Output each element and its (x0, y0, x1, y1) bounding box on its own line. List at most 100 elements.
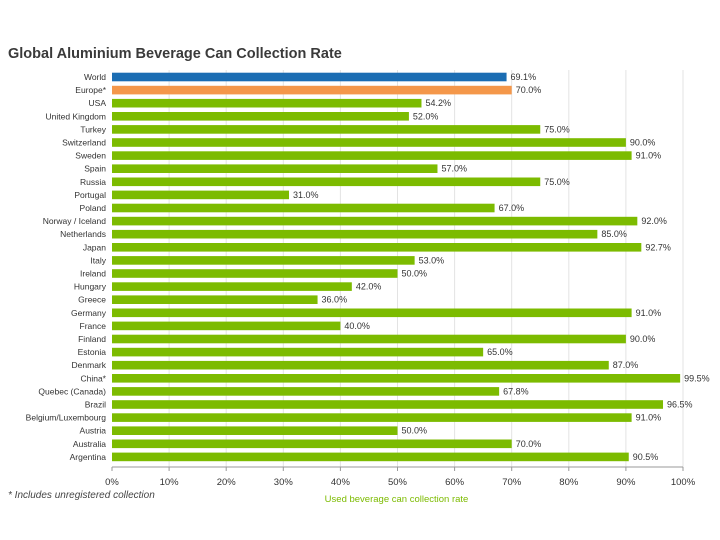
category-label: Europe* (75, 85, 106, 95)
x-tick-label: 30% (274, 477, 294, 488)
value-label: 91.0% (636, 151, 662, 161)
value-label: 42.0% (356, 282, 382, 292)
bar (112, 426, 398, 435)
category-label: Greece (78, 295, 106, 305)
bar (112, 138, 626, 147)
category-label: Switzerland (62, 138, 106, 148)
category-label: Spain (84, 164, 106, 174)
value-label: 65.0% (487, 347, 513, 357)
bar (112, 190, 290, 200)
x-axis-ticks: 0% 10% 20% 30% 40% 50% 60% 70% 80% 90% 100% (105, 467, 696, 488)
value-label: 90.5% (633, 452, 659, 462)
value-label: 87.0% (613, 360, 639, 370)
bar (112, 125, 541, 134)
bar (112, 177, 541, 187)
bar (112, 164, 438, 173)
x-axis-title: Used beverage can collection rate (325, 494, 469, 505)
category-label: Norway / Iceland (43, 216, 107, 226)
labels: World 69.1% Europe* 70.0% USA 54.2% United Kin… (26, 72, 710, 462)
value-label: 85.0% (601, 229, 627, 239)
category-label: Netherlands (60, 229, 106, 239)
value-label: 57.0% (441, 164, 467, 174)
category-label: Japan (83, 242, 106, 252)
x-tick-label: 90% (616, 477, 636, 488)
category-label: Australia (73, 439, 106, 449)
x-tick-label: 80% (559, 477, 579, 488)
category-label: Turkey (80, 124, 106, 134)
bar (112, 374, 681, 383)
value-label: 67.0% (499, 203, 525, 213)
category-label: Portugal (74, 190, 106, 200)
category-label: Belgium/Luxembourg (26, 413, 107, 423)
bar (112, 387, 500, 396)
x-tick-label: 70% (502, 477, 522, 488)
value-label: 75.0% (544, 177, 570, 187)
bar (112, 308, 632, 318)
x-tick-label: 40% (331, 477, 351, 488)
value-label: 31.0% (293, 190, 319, 200)
value-label: 99.5% (684, 373, 710, 383)
footnote: * Includes unregistered collection (8, 490, 155, 501)
value-label: 75.0% (544, 124, 570, 134)
value-label: 67.8% (503, 386, 529, 396)
bar (112, 282, 352, 291)
bar (112, 256, 415, 265)
category-label: Argentina (70, 452, 107, 462)
category-label: Germany (71, 308, 107, 318)
bar (112, 243, 642, 252)
category-label: Sweden (75, 151, 106, 161)
value-label: 69.1% (511, 72, 537, 82)
bar (112, 452, 629, 462)
bar (112, 98, 422, 108)
category-label: Estonia (78, 347, 107, 357)
value-label: 92.7% (645, 242, 671, 252)
category-label: China* (80, 373, 106, 383)
value-label: 92.0% (641, 216, 667, 226)
value-label: 40.0% (344, 321, 370, 331)
category-label: Austria (80, 426, 107, 436)
category-label: Quebec (Canada) (38, 386, 106, 396)
value-label: 96.5% (667, 400, 693, 410)
bar (112, 400, 664, 409)
x-tick-label: 100% (671, 477, 696, 488)
category-label: Brazil (85, 400, 106, 410)
bar (112, 347, 484, 357)
bars (112, 72, 681, 462)
chart-title: Global Aluminium Beverage Can Collection… (8, 46, 342, 62)
value-label: 91.0% (636, 308, 662, 318)
value-label: 70.0% (516, 85, 542, 95)
x-tick-label: 10% (160, 477, 180, 488)
category-label: Ireland (80, 269, 106, 279)
bar (112, 229, 598, 239)
value-label: 36.0% (322, 295, 348, 305)
bar (112, 203, 495, 213)
value-label: 53.0% (419, 255, 445, 265)
bar (112, 295, 318, 304)
bar (112, 72, 507, 82)
value-label: 90.0% (630, 334, 656, 344)
x-tick-label: 0% (105, 477, 119, 488)
bar (112, 151, 632, 160)
value-label: 54.2% (425, 98, 451, 108)
value-label: 90.0% (630, 138, 656, 148)
bar (112, 321, 341, 331)
bar (112, 112, 409, 121)
bar (112, 85, 512, 95)
bar (112, 413, 632, 422)
category-label: Hungary (74, 282, 107, 292)
x-tick-label: 60% (445, 477, 465, 488)
value-label: 52.0% (413, 111, 439, 121)
category-label: Denmark (72, 360, 107, 370)
category-label: France (80, 321, 107, 331)
category-label: Russia (80, 177, 106, 187)
category-label: Italy (90, 255, 106, 265)
value-label: 91.0% (636, 413, 662, 423)
category-label: World (84, 72, 106, 82)
bar (112, 439, 512, 449)
x-tick-label: 50% (388, 477, 408, 488)
value-label: 50.0% (402, 426, 428, 436)
bar (112, 360, 609, 370)
category-label: Poland (80, 203, 107, 213)
category-label: Finland (78, 334, 106, 344)
